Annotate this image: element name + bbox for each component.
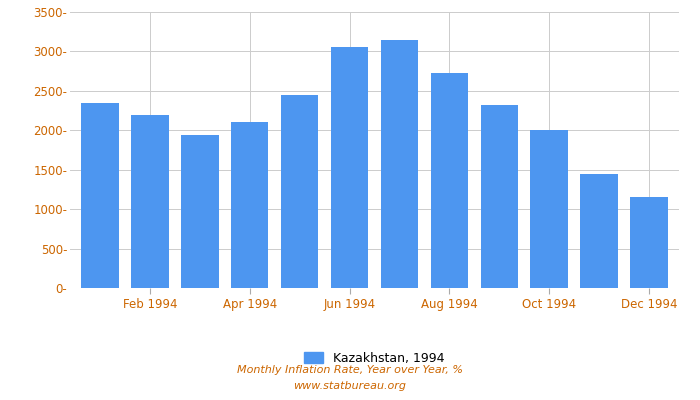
Bar — [630, 196, 668, 288]
Text: Monthly Inflation Rate, Year over Year, %: Monthly Inflation Rate, Year over Year, … — [237, 365, 463, 375]
Bar — [281, 95, 318, 288]
Bar — [430, 73, 468, 288]
Text: www.statbureau.org: www.statbureau.org — [293, 381, 407, 391]
Bar — [131, 114, 169, 288]
Bar — [531, 130, 568, 288]
Bar — [381, 40, 418, 288]
Bar — [231, 122, 268, 288]
Bar — [580, 174, 618, 288]
Bar — [481, 105, 518, 288]
Bar — [81, 103, 119, 288]
Bar — [331, 48, 368, 288]
Bar — [181, 135, 218, 288]
Legend: Kazakhstan, 1994: Kazakhstan, 1994 — [300, 347, 449, 370]
